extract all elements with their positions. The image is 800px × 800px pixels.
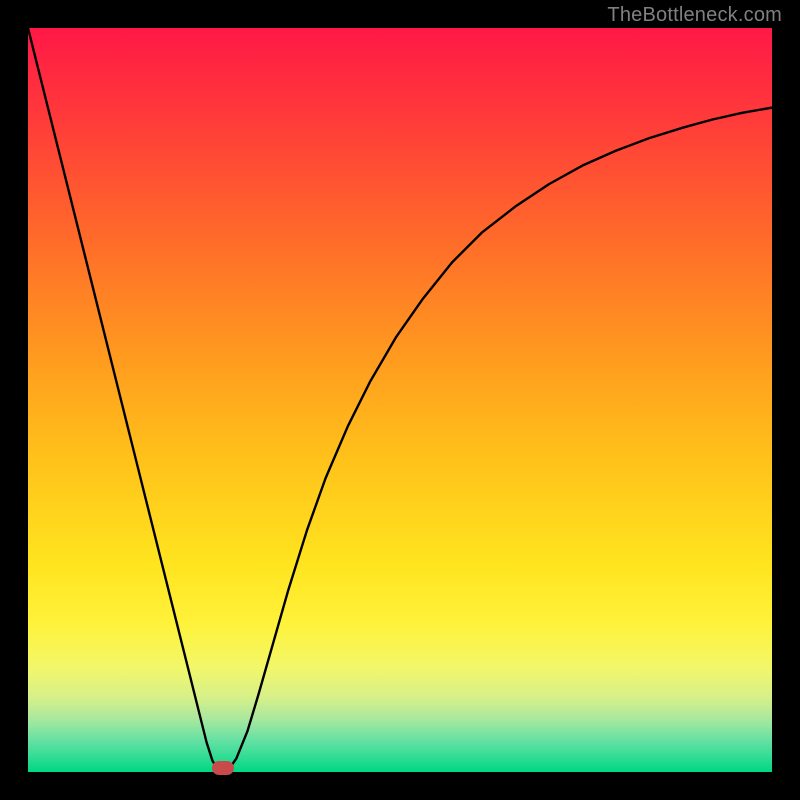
plot-area [28, 28, 772, 772]
bottleneck-marker [212, 761, 234, 775]
stage: TheBottleneck.com [0, 0, 800, 800]
chart-svg [28, 28, 772, 772]
bottleneck-curve [28, 28, 772, 772]
watermark-text: TheBottleneck.com [607, 4, 782, 27]
